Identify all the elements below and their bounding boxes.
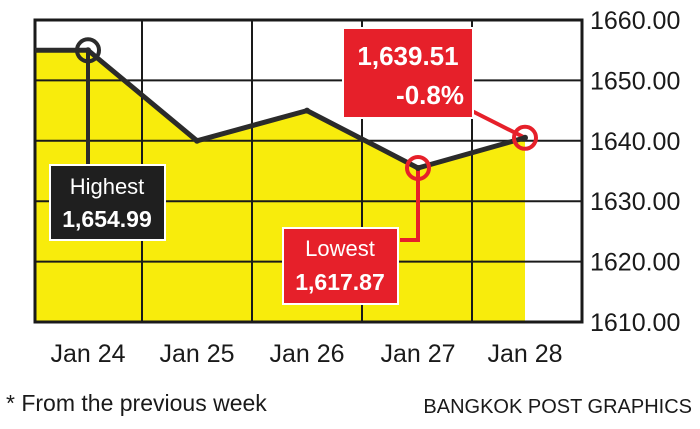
lowest-leader	[400, 167, 420, 242]
data-point	[85, 47, 91, 54]
highest-value: 1,654.99	[62, 206, 152, 232]
last-value: 1,639.51	[357, 41, 458, 71]
lowest-marker	[405, 154, 431, 181]
y-tick-label: 1660.00	[590, 7, 680, 35]
x-tick-label: Jan 27	[380, 340, 455, 368]
y-tick-label: 1640.00	[590, 128, 680, 156]
series-line	[35, 47, 526, 171]
y-tick-label: 1620.00	[590, 249, 680, 277]
data-point	[194, 137, 200, 144]
y-tick-label: 1650.00	[590, 67, 680, 95]
area-fill	[35, 50, 525, 322]
data-point	[522, 134, 528, 141]
x-tick-label: Jan 28	[487, 340, 562, 368]
highest-marker	[75, 37, 101, 64]
highest-label: Highest	[70, 174, 145, 199]
x-tick-label: Jan 24	[50, 340, 125, 368]
lowest-label: Lowest	[305, 236, 375, 261]
x-tick-label: Jan 26	[269, 340, 344, 368]
data-point	[415, 164, 421, 171]
y-tick-label: 1630.00	[590, 188, 680, 216]
plot-frame	[33, 18, 584, 324]
last-change: -0.8%	[396, 80, 464, 110]
last-marker	[512, 124, 538, 151]
y-tick-label: 1610.00	[590, 309, 680, 337]
lowest-box	[282, 227, 399, 305]
last-value-box	[342, 27, 474, 119]
data-point	[304, 107, 310, 114]
lowest-value: 1,617.87	[295, 269, 385, 295]
index-chart: 1610.00 1620.00 1630.00 1640.00 1650.00 1660.…	[33, 7, 680, 368]
highest-box	[49, 164, 166, 241]
x-tick-label: Jan 25	[159, 340, 234, 368]
footnote: * From the previous week	[6, 390, 267, 416]
graphics-credit: BANGKOK POST GRAPHICS	[423, 396, 692, 418]
